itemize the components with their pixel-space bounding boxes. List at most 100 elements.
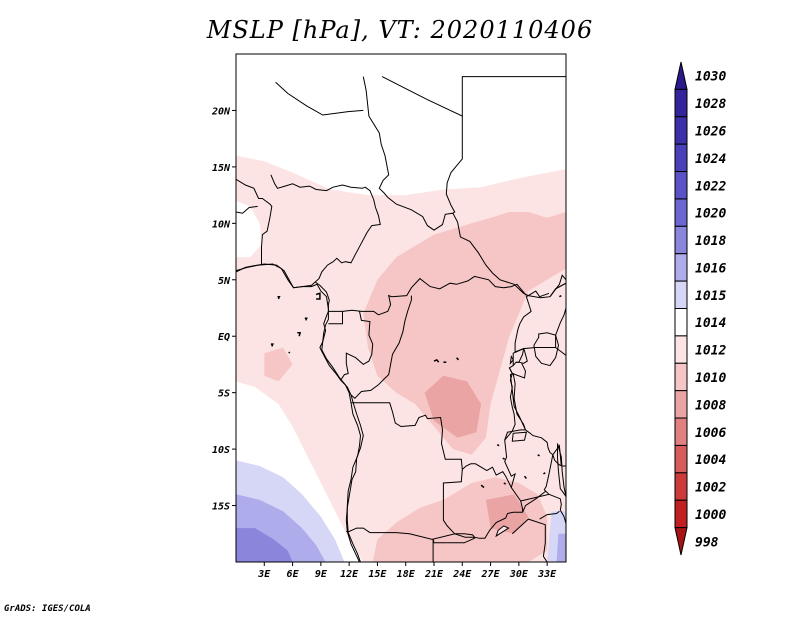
colorbar-swatch-1026 <box>674 116 688 145</box>
island-13 <box>537 454 540 457</box>
country-border-24 <box>555 282 566 290</box>
country-border-11 <box>340 311 374 381</box>
colorbar-swatch-1008 <box>674 390 688 419</box>
colorbar-label-1026: 1026 <box>695 124 726 139</box>
island-1 <box>297 332 302 337</box>
country-border-8 <box>314 281 364 562</box>
colorbar-label-1006: 1006 <box>695 426 726 441</box>
island-5 <box>270 343 274 347</box>
country-border-0 <box>362 76 566 299</box>
country-border-14 <box>432 539 434 562</box>
plot-frame <box>235 53 567 563</box>
colorbar-swatch-1020 <box>674 198 688 227</box>
y-tick-label-EQ: EQ <box>218 332 230 343</box>
country-border-13 <box>346 402 463 540</box>
country-border-34 <box>432 539 447 544</box>
colorbar-label-1008: 1008 <box>695 398 726 413</box>
colorbar-label-1016: 1016 <box>695 261 726 276</box>
colorbar-label-1014: 1014 <box>695 316 726 331</box>
credit-text: GrADS: IGES/COLA <box>4 604 91 614</box>
x-tick-label-30E: 30E <box>509 569 529 580</box>
lake-4 <box>511 431 528 442</box>
country-border-26 <box>552 454 566 467</box>
x-tick-label-9E: 9E <box>315 569 328 580</box>
colorbar-label-1020: 1020 <box>695 207 726 222</box>
colorbar-label-1030: 1030 <box>695 70 726 85</box>
island-8 <box>456 357 460 361</box>
pressure-field-1014-5 <box>236 54 566 196</box>
colorbar-label-1002: 1002 <box>695 481 726 496</box>
colorbar-label-1004: 1004 <box>695 453 726 468</box>
y-tick-label-20N: 20N <box>211 106 231 117</box>
lake-2 <box>557 443 566 497</box>
colorbar-swatch-998 <box>674 527 688 556</box>
colorbar-label-1000: 1000 <box>695 508 726 523</box>
country-border-23 <box>555 307 566 348</box>
country-border-18 <box>504 429 554 502</box>
x-tick-label-33E: 33E <box>537 569 557 580</box>
colorbar-swatch-1028 <box>674 88 688 118</box>
colorbar-label-1018: 1018 <box>695 234 726 249</box>
y-tick-label-10N: 10N <box>212 219 231 230</box>
colorbar-swatch-1012 <box>674 335 688 364</box>
colorbar-swatch-1024 <box>674 143 688 173</box>
country-border-4 <box>275 81 364 116</box>
island-15 <box>496 443 500 447</box>
country-border-16 <box>446 533 476 544</box>
colorbar-label-1028: 1028 <box>695 97 726 112</box>
country-border-30 <box>539 510 560 520</box>
country-border-21 <box>508 363 527 379</box>
colorbar-label-998: 998 <box>695 535 719 550</box>
pressure-field-1010-17 <box>264 347 293 382</box>
x-tick-label-12E: 12E <box>340 569 359 580</box>
country-border-35 <box>552 444 562 467</box>
country-border-27 <box>548 493 566 524</box>
colorbar-swatch-1022 <box>674 171 688 200</box>
pressure-field <box>236 54 566 562</box>
country-border-15 <box>454 511 523 539</box>
y-tick-label-15S: 15S <box>212 502 230 513</box>
x-tick-label-18E: 18E <box>397 569 416 580</box>
colorbar-swatch-1014 <box>674 308 688 337</box>
pressure-field-1010-13 <box>363 212 566 455</box>
country-border-33 <box>549 274 566 298</box>
island-12 <box>543 472 546 475</box>
country-border-31 <box>236 263 316 289</box>
colorbar-swatch-1018 <box>674 225 688 255</box>
colorbar-label-1015: 1015 <box>695 289 726 304</box>
lake-3 <box>509 354 514 365</box>
colorbar-swatch-1030 <box>674 61 688 90</box>
country-border-9 <box>328 275 527 316</box>
country-border-25 <box>555 347 566 356</box>
country-border-5 <box>236 178 273 266</box>
lake-1 <box>509 372 526 431</box>
y-tick-label-10S: 10S <box>212 445 230 456</box>
colorbar-swatch-1016 <box>674 253 688 282</box>
y-tick-label-5N: 5N <box>218 276 231 287</box>
pressure-field-1014-12 <box>236 200 263 258</box>
country-border-3 <box>270 174 381 283</box>
country-boundaries <box>236 76 566 562</box>
colorbar-swatch-1002 <box>674 472 688 501</box>
lake-0 <box>533 332 560 367</box>
island-4 <box>277 295 281 300</box>
colorbar-label-1024: 1024 <box>695 152 726 167</box>
island-2 <box>288 351 291 354</box>
country-border-12 <box>350 295 412 399</box>
x-tick-label-3E: 3E <box>257 569 271 580</box>
colorbar-label-1010: 1010 <box>695 371 726 386</box>
lake-5 <box>495 525 510 538</box>
colorbar-swatch-1015 <box>674 280 688 310</box>
x-tick-label-27E: 27E <box>481 569 501 580</box>
island-10 <box>503 482 507 485</box>
x-tick-label-21E: 21E <box>424 569 444 580</box>
x-tick-label-6E: 6E <box>287 569 300 580</box>
y-tick-label-5S: 5S <box>218 389 230 400</box>
x-tick-label-24E: 24E <box>452 569 472 580</box>
axes: 3E 6E 9E 12E 15E 18E 21E 24E 27E 30E 33E 20N 15N 10N 5… <box>211 106 557 580</box>
pressure-field-1018-9 <box>236 528 293 562</box>
colorbar-swatch-1004 <box>674 444 688 474</box>
country-border-29 <box>511 518 548 562</box>
y-tick-label-15N: 15N <box>212 163 231 174</box>
